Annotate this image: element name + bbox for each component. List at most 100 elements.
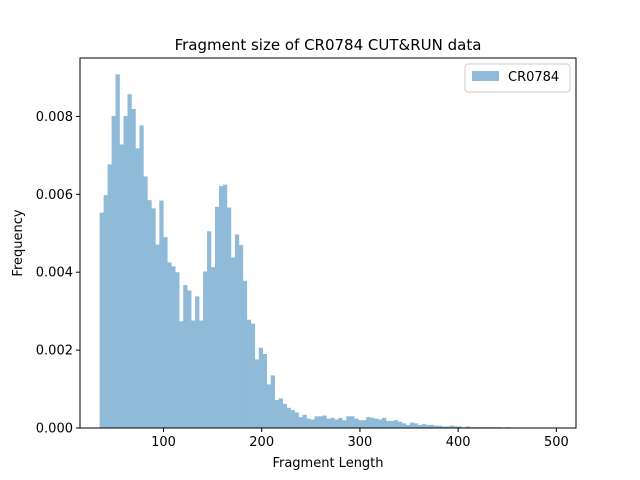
histogram-bar [286,407,291,428]
histogram-bar [314,416,319,428]
histogram-bar [107,164,112,428]
histogram-bar [159,200,164,428]
histogram-bar [155,244,160,428]
histogram-bar [207,231,212,428]
histogram-bar [230,257,236,428]
histogram-bar [441,426,447,428]
histogram-bar [453,426,458,428]
histogram-bar [215,206,220,428]
histogram-bar [147,200,152,428]
histogram-bar [222,184,228,428]
plot-frame [79,57,577,429]
histogram-bar [139,125,144,428]
histogram-bar [405,424,411,428]
histogram-bar [258,347,264,428]
histogram-bar [326,418,331,428]
histogram-bar [191,320,196,428]
histogram-bar [334,419,339,428]
histogram-bar [437,425,443,428]
histogram-bar [175,272,180,428]
histogram-bar [143,176,148,428]
legend-swatch [472,71,499,81]
y-axis-label: Frequency [11,209,26,276]
histogram-bar [322,415,327,428]
x-tick-label: 400 [446,435,471,450]
histogram-bar [274,399,279,428]
x-tick-label: 500 [544,435,569,450]
histogram-bar [187,290,192,428]
histogram-bar [318,416,323,428]
histogram-bar [378,419,383,428]
histogram-bar [354,418,359,428]
histogram-bar [421,424,427,428]
histogram-bar [151,208,156,428]
histogram-bar [238,244,244,428]
histogram-bar [433,425,439,428]
histogram-bar [183,285,188,428]
chart-title: Fragment size of CR0784 CUT&RUN data [175,36,482,54]
histogram-bar [338,417,343,428]
histogram-bar [445,426,450,428]
histogram-bar [99,212,104,428]
histogram-bar [397,421,403,428]
histogram-bar [123,116,128,428]
histogram-bar [310,419,315,428]
histogram-bar [413,423,419,428]
histogram-bar [350,416,355,428]
histogram-bar [465,426,470,428]
y-ticks-group: 0.000 0.002 0.004 0.006 0.008 [36,110,80,437]
histogram-bar [167,262,172,428]
histogram-bar [270,375,275,428]
histogram-bar [195,296,200,428]
histogram-bar [386,420,391,428]
histogram-bar [290,410,295,428]
x-axis-label: Fragment Length [272,456,383,471]
histogram-bar [425,424,431,428]
histogram-bar [179,321,184,428]
histogram-bar [171,266,176,428]
histogram-bar [278,398,283,428]
x-tick-label: 200 [249,435,274,450]
histogram-bar [262,354,268,428]
histogram-bar [242,280,248,428]
y-tick-label: 0.008 [36,110,73,125]
histogram-bar [394,420,399,428]
histogram-bar [417,424,423,428]
histogram-bar [131,109,136,429]
histogram-bar [218,186,224,428]
histogram-bar [306,418,311,428]
histogram-bar [342,420,347,428]
histogram-bar [234,234,240,428]
histogram-bar [449,425,454,428]
histogram-bar [390,420,395,428]
histogram-bar [346,416,351,428]
histogram-bar [370,417,375,428]
y-tick-label: 0.002 [36,344,73,359]
x-tick-label: 100 [151,435,176,450]
legend: CR0784 [464,63,571,93]
histogram-bar [127,94,132,428]
histogram-bar [302,414,307,428]
histogram-bar [203,271,208,428]
histogram-bar [358,420,363,428]
histogram-bar [457,426,462,428]
histogram-bar [362,420,367,428]
histogram-bar [115,74,120,429]
legend-label: CR0784 [508,70,559,85]
y-tick-label: 0.004 [36,266,73,281]
histogram-bar [103,195,108,428]
y-tick-label: 0.006 [36,188,73,203]
histogram-bar [135,148,140,429]
histogram-bar [246,319,252,428]
histogram-bar [374,418,379,428]
histogram-bar [199,320,204,428]
x-ticks-group: 100 200 300 400 500 [151,428,569,450]
histogram-bar [401,423,407,428]
histogram-bar [163,237,168,428]
histogram-bar [330,417,335,428]
histogram-bar [226,207,232,428]
histogram-bar [366,417,371,428]
histogram-bar [119,144,124,428]
bars-group [99,74,558,429]
